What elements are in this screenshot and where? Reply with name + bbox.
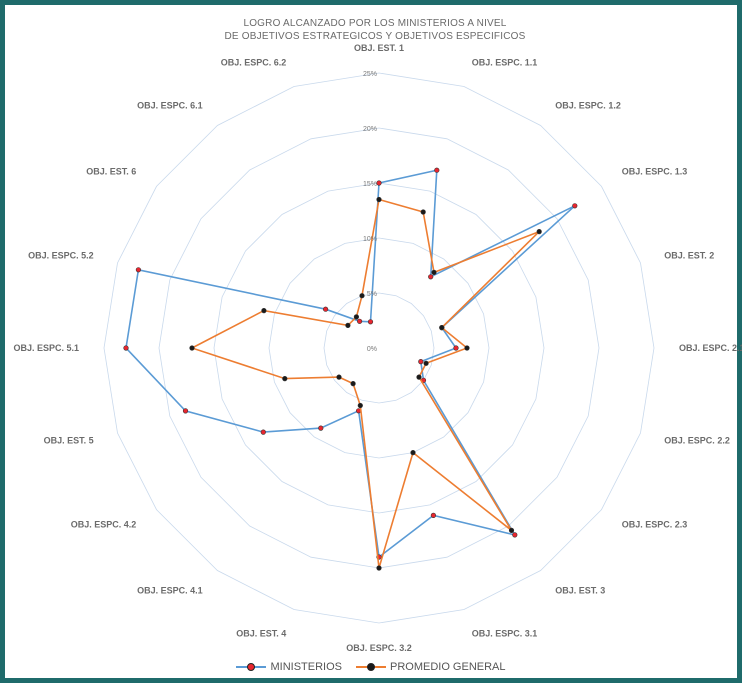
series-line-ministerios xyxy=(125,169,576,559)
data-point-ministerios xyxy=(323,306,329,312)
data-point-promedio-general xyxy=(416,374,422,380)
category-label: OBJ. ESPC. 2.1 xyxy=(679,343,742,353)
category-label: OBJ. EST. 3 xyxy=(555,586,605,596)
data-point-ministerios xyxy=(182,408,189,414)
legend-swatch-ministerios xyxy=(236,662,267,672)
tick-label: 25% xyxy=(363,71,377,78)
series-line-promedio-general xyxy=(189,198,540,569)
category-label: OBJ. ESPC. 2.2 xyxy=(664,436,730,446)
category-label: OBJ. EST. 1 xyxy=(354,43,404,53)
legend-item-promedio-general: PROMEDIO GENERAL xyxy=(355,661,506,673)
category-label: OBJ. ESPC. 1.1 xyxy=(472,58,538,68)
tick-label: 20% xyxy=(363,126,377,133)
data-point-promedio-general xyxy=(336,374,342,380)
data-point-promedio-general xyxy=(410,450,416,456)
chart-title: LOGRO ALCANZADO POR LOS MINISTERIOS A NI… xyxy=(175,17,575,43)
tick-label: 15% xyxy=(363,181,377,188)
data-point-promedio-general xyxy=(376,565,382,571)
legend-swatch-promedio-general xyxy=(355,662,386,672)
data-point-ministerios xyxy=(260,429,266,435)
data-point-ministerios xyxy=(428,274,434,280)
data-point-promedio-general xyxy=(423,360,429,366)
category-label: OBJ. ESPC. 5.1 xyxy=(13,343,79,353)
grid-ring-3 xyxy=(213,182,545,514)
data-point-ministerios xyxy=(318,425,324,431)
data-point-ministerios xyxy=(376,180,382,186)
category-label: OBJ. ESPC. 6.2 xyxy=(221,58,287,68)
category-label: OBJ. ESPC. 1.3 xyxy=(622,167,688,177)
data-point-promedio-general xyxy=(282,376,288,382)
data-point-promedio-general xyxy=(420,209,426,215)
data-point-promedio-general xyxy=(508,527,515,534)
category-label: OBJ. ESPC. 5.2 xyxy=(28,250,94,260)
radar-series xyxy=(123,167,578,571)
data-point-promedio-general xyxy=(376,196,382,203)
data-point-ministerios xyxy=(418,359,424,365)
category-label: OBJ. ESPC. 6.1 xyxy=(137,100,203,110)
category-label: OBJ. EST. 2 xyxy=(664,250,714,260)
data-point-ministerios xyxy=(135,267,141,273)
data-point-ministerios xyxy=(357,318,363,324)
radar-chart: 0% 5% 10% 15% 20% 25% OBJ. EST. 1 OBJ. ESPC. 1.… xyxy=(13,43,742,653)
data-point-ministerios xyxy=(430,512,437,519)
chart-title-line-1: LOGRO ALCANZADO POR LOS MINISTERIOS A NI… xyxy=(243,18,507,29)
legend-marker-ministerios xyxy=(247,663,256,671)
category-label: OBJ. ESPC. 3.2 xyxy=(346,643,412,653)
tick-label: 0% xyxy=(367,346,377,353)
data-point-promedio-general xyxy=(353,314,360,320)
data-point-promedio-general xyxy=(431,269,437,276)
tick-label: 10% xyxy=(363,236,377,243)
legend: MINISTERIOS PROMEDIO GENERAL xyxy=(0,658,742,676)
category-label: OBJ. ESPC. 2.3 xyxy=(622,519,688,529)
data-point-promedio-general xyxy=(464,345,470,351)
data-point-ministerios xyxy=(512,532,518,538)
data-point-promedio-general xyxy=(261,308,267,314)
grid-ring-2 xyxy=(268,237,490,459)
radar-labels: 0% 5% 10% 15% 20% 25% OBJ. EST. 1 OBJ. ESPC. 1.… xyxy=(13,43,742,653)
category-label: OBJ. EST. 6 xyxy=(86,167,136,177)
data-point-ministerios xyxy=(453,345,459,351)
chart-title-line-2: DE OBJETIVOS ESTRATEGICOS Y OBJETIVOS ES… xyxy=(224,31,526,42)
data-point-promedio-general xyxy=(536,229,542,235)
data-point-promedio-general xyxy=(189,345,195,351)
category-label: OBJ. ESPC. 4.2 xyxy=(71,519,137,529)
data-point-promedio-general xyxy=(345,322,351,329)
category-label: OBJ. ESPC. 3.1 xyxy=(472,628,538,638)
grid-ring-1 xyxy=(323,292,435,404)
data-point-ministerios xyxy=(572,203,578,209)
legend-marker-promedio-general xyxy=(366,663,375,671)
grid-ring-5 xyxy=(103,72,655,624)
category-label: OBJ. EST. 5 xyxy=(44,436,94,446)
data-point-promedio-general xyxy=(350,381,356,387)
legend-label-ministerios: MINISTERIOS xyxy=(270,661,342,673)
category-label: OBJ. EST. 4 xyxy=(236,628,286,638)
category-label: OBJ. ESPC. 1.2 xyxy=(555,100,621,110)
legend-label-promedio-general: PROMEDIO GENERAL xyxy=(389,661,506,673)
data-point-ministerios xyxy=(434,167,440,173)
data-point-ministerios xyxy=(123,345,129,351)
data-point-promedio-general xyxy=(359,293,365,299)
data-point-ministerios xyxy=(367,319,374,325)
data-point-promedio-general xyxy=(357,402,363,409)
category-label: OBJ. ESPC. 4.1 xyxy=(137,586,203,596)
legend-item-ministerios: MINISTERIOS xyxy=(236,661,342,673)
radar-grid xyxy=(103,72,655,624)
data-point-promedio-general xyxy=(439,325,445,331)
tick-label: 5% xyxy=(367,291,377,298)
